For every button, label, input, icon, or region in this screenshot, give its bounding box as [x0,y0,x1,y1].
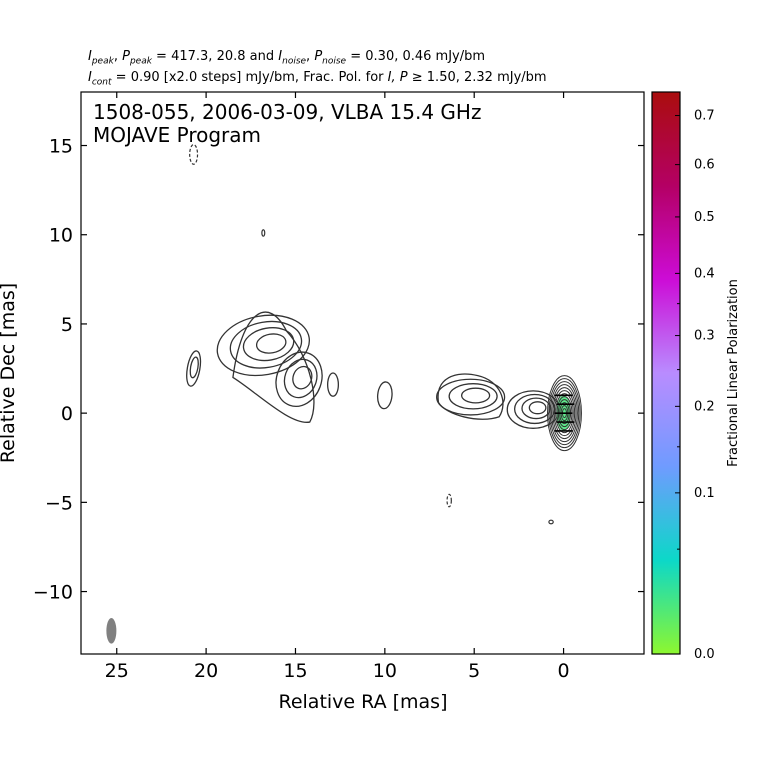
header-line-2: Icont = 0.90 [x2.0 steps] mJy/bm, Frac. … [88,70,547,88]
plot-frame [80,91,645,655]
negative-contour [446,493,452,508]
ipeak-symbol: I [88,49,92,64]
inoise-symbol: I [278,49,283,64]
contour-line [189,356,199,379]
x-tick-label: 5 [468,660,480,682]
beam-ellipse [106,617,117,644]
icont-sub: cont [91,77,112,88]
x-tick-label: 10 [373,660,397,682]
core-contour [549,381,580,446]
ppeak-sub: peak [129,56,152,67]
core-contour [546,375,582,452]
peak-values: 417.3, 20.8 [171,49,246,64]
x-tick-label: 0 [558,660,570,682]
contour-line [326,372,340,397]
core-contour [548,378,581,449]
pnoise-sub: noise [322,56,347,67]
contour-line [229,320,303,369]
contour-line [261,229,266,237]
contour-line [275,351,323,407]
contour-line [255,333,287,354]
pnoise-symbol: P [314,49,323,64]
contour-line [548,519,554,525]
colorbar-tick-label: 0.0 [694,647,715,662]
colorbar-tick-label: 0.4 [694,266,715,281]
plot-layer [106,144,582,644]
colorbar: 0.0 0.1 0.2 0.3 0.4 0.5 0.6 0.7 [651,91,715,662]
cont-text: = 0.90 [x2.0 steps] mJy/bm, Frac. Pol. f… [115,70,384,85]
inoise-sub: noise [282,56,307,67]
colorbar-tick-label: 0.3 [694,329,715,344]
contour-line [376,381,393,410]
contour-line [460,387,491,404]
colorbar-tick-label: 0.6 [694,158,715,173]
contour-line [186,350,202,387]
icont-symbol: I [88,70,92,85]
y-tick-label: −10 [33,582,73,604]
jet-component [275,351,323,407]
colorbar-tick-label: 0.7 [694,109,715,124]
y-tick-label: −5 [45,492,73,514]
colorbar-tick-label: 0.2 [694,399,715,414]
map-title: 1508-055, 2006-03-09, VLBA 15.4 GHz [93,100,481,124]
axes-layer: 25 20 15 10 5 0 15 10 5 0 −5 −10 [33,92,644,682]
y-tick-label: 0 [61,403,73,425]
y-axis-label: Relative Dec [mas] [0,283,19,463]
noise-values: 0.30, 0.46 mJy/bm [365,49,486,64]
x-axis-label: Relative RA [mas] [278,691,447,713]
map-subtitle: MOJAVE Program [93,123,261,147]
x-tick-label: 15 [283,660,307,682]
colorbar-tick-label: 0.5 [694,210,715,225]
contour-line [216,314,311,377]
core-contour [553,390,576,437]
jet-component [216,314,311,377]
ipeak-sub: peak [91,56,114,67]
jet-component [326,372,340,397]
colorbar-gradient [651,91,681,655]
colorbar-tick-label: 0.1 [694,486,715,501]
colorbar-label: Fractional Linear Polarization [726,279,741,467]
y-tick-label: 5 [61,314,73,336]
frac-symbols: I, P [387,70,408,85]
jet-component [436,378,506,416]
contour-line [283,358,318,399]
ppeak-symbol: P [122,49,130,64]
y-tick-label: 15 [49,136,73,158]
contour-line [448,383,498,410]
contour-line [437,373,504,420]
core-component [546,375,582,452]
contour-line [232,311,315,423]
negative-contour [189,144,199,165]
header-line-1: Ipeak, Ppeak = 417.3, 20.8 and Inoise, P… [88,49,486,67]
jet-component [376,381,393,410]
jet-component [186,350,202,387]
contour-line [528,401,547,415]
x-tick-label: 20 [194,660,218,682]
contour-line [242,327,295,362]
frac-text: ≥ 1.50, 2.32 mJy/bm [411,70,547,85]
core-contour [552,387,577,440]
core-contour [551,384,578,443]
y-tick-label: 10 [49,225,73,247]
x-tick-label: 25 [105,660,129,682]
contour-line [436,378,506,416]
